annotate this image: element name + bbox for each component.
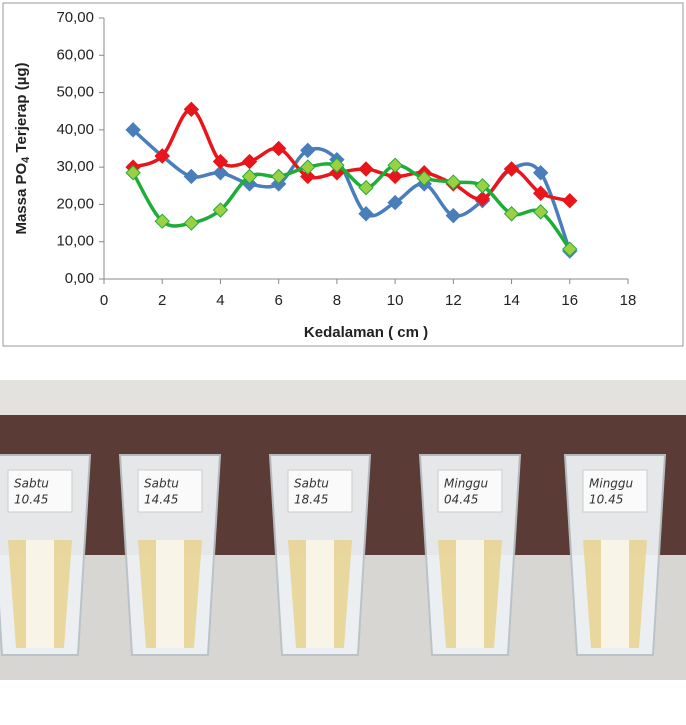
handwritten-label: Minggu xyxy=(444,477,489,491)
handwritten-label: 10.45 xyxy=(14,493,48,507)
photo: Sabtu 10.45 Sabtu 14.45 Sabtu 18.45 Minggu 04.4… xyxy=(0,380,686,680)
series-marker xyxy=(562,241,578,257)
x-tick-label: 4 xyxy=(216,292,224,309)
series-marker xyxy=(212,165,229,181)
y-tick-label: 60,00 xyxy=(56,46,94,63)
chart-frame xyxy=(2,2,684,347)
handwritten-label: Sabtu xyxy=(14,477,49,491)
series-marker xyxy=(300,142,316,159)
series-marker xyxy=(387,194,403,211)
x-tick-label: 8 xyxy=(333,292,341,309)
y-tick-label: 50,00 xyxy=(56,84,94,101)
series-marker xyxy=(532,185,549,201)
y-tick-label: 0,00 xyxy=(65,270,94,287)
series-marker xyxy=(387,157,403,173)
handwritten-label: Minggu xyxy=(589,477,634,491)
y-axis-title: Massa PO4 Terjerap (µg) xyxy=(13,62,32,234)
series-marker xyxy=(474,191,491,207)
handwritten-label: Sabtu xyxy=(294,477,329,491)
label-card xyxy=(437,469,503,513)
strip-core xyxy=(601,540,629,648)
y-tick-label: 70,00 xyxy=(56,9,94,26)
y-axis-title-part: Massa PO xyxy=(13,162,30,234)
handwritten-label: 18.45 xyxy=(294,493,328,507)
series-marker xyxy=(154,213,170,229)
y-tick-label: 30,00 xyxy=(56,158,94,175)
series-marker xyxy=(416,170,432,187)
series-marker xyxy=(503,161,520,177)
strip-core xyxy=(156,540,184,648)
y-tick-label: 10,00 xyxy=(56,233,94,250)
handwritten-label: 10.45 xyxy=(589,493,623,507)
series-marker xyxy=(212,153,229,170)
series-marker xyxy=(125,122,141,138)
x-tick-label: 0 xyxy=(100,292,108,309)
y-tick-label: 20,00 xyxy=(56,195,94,212)
series-marker xyxy=(358,206,374,222)
handwritten-label: 04.45 xyxy=(444,493,478,507)
x-tick-label: 18 xyxy=(620,292,637,309)
series-marker xyxy=(445,207,462,224)
x-tick-label: 10 xyxy=(387,292,404,309)
label-card xyxy=(582,469,648,513)
series-marker xyxy=(562,192,578,209)
series-marker xyxy=(300,168,316,185)
x-tick-label: 16 xyxy=(561,292,578,309)
series-marker xyxy=(241,168,258,185)
label-card xyxy=(287,469,353,513)
series-marker xyxy=(474,178,491,194)
strip-core xyxy=(26,540,54,648)
series-marker xyxy=(125,165,141,181)
series-marker xyxy=(270,168,287,185)
x-tick-label: 14 xyxy=(503,292,520,309)
series-marker xyxy=(445,174,462,190)
series-marker xyxy=(358,179,374,196)
strip-core xyxy=(306,540,334,648)
y-tick-label: 40,00 xyxy=(56,121,94,138)
series-marker xyxy=(183,101,200,118)
series-marker xyxy=(329,157,345,173)
series-marker xyxy=(241,153,258,170)
label-card xyxy=(137,469,203,513)
series-marker xyxy=(270,140,287,157)
series-marker xyxy=(387,168,403,185)
x-tick-label: 6 xyxy=(274,292,282,309)
series-marker xyxy=(358,161,374,177)
series-marker xyxy=(503,206,520,222)
series-marker xyxy=(154,148,170,164)
series-marker xyxy=(183,168,200,185)
x-axis-title: Kedalaman ( cm ) xyxy=(304,324,428,341)
series-marker xyxy=(532,165,549,181)
x-tick-label: 2 xyxy=(158,292,166,309)
x-tick-label: 12 xyxy=(445,292,462,309)
series-marker xyxy=(532,204,549,220)
series-marker xyxy=(183,215,200,231)
shelf xyxy=(0,380,686,420)
y-axis-title-part: 4 xyxy=(20,156,32,163)
handwritten-label: 14.45 xyxy=(144,493,178,507)
label-card xyxy=(7,469,73,513)
series-marker xyxy=(212,202,229,218)
handwritten-label: Sabtu xyxy=(144,477,179,491)
y-axis-title-part: Terjerap (µg) xyxy=(13,62,30,156)
series-marker xyxy=(300,159,316,175)
series-line xyxy=(131,162,572,251)
strip-core xyxy=(456,540,484,648)
series-line xyxy=(132,107,571,203)
